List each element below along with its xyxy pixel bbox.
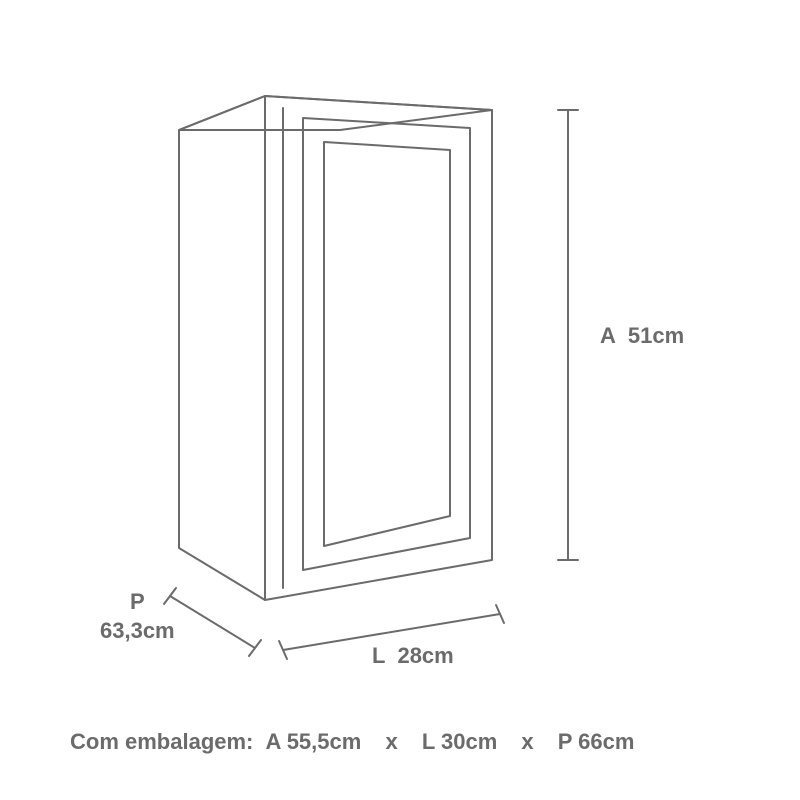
footer-depth: P 66cm [558, 729, 635, 754]
depth-value: 63,3cm [100, 617, 175, 646]
footer-sep1: x [385, 729, 397, 754]
width-letter: L [372, 643, 385, 668]
depth-letter: P [100, 588, 175, 617]
height-label: A 51cm [600, 322, 684, 351]
height-value: 51cm [628, 323, 684, 348]
width-value: 28cm [397, 643, 453, 668]
footer-width: L 30cm [422, 729, 497, 754]
depth-label: P 63,3cm [100, 588, 175, 645]
cabinet-drawing [0, 0, 800, 800]
footer-prefix: Com embalagem: [70, 729, 253, 754]
width-label: L 28cm [372, 642, 454, 671]
height-letter: A [600, 323, 616, 348]
dimension-diagram: A 51cm L 28cm P 63,3cm Com embalagem: A 55… [0, 0, 800, 800]
footer-height: A 55,5cm [266, 729, 362, 754]
packaging-dimensions: Com embalagem: A 55,5cm x L 30cm x P 66c… [70, 729, 634, 755]
footer-sep2: x [521, 729, 533, 754]
